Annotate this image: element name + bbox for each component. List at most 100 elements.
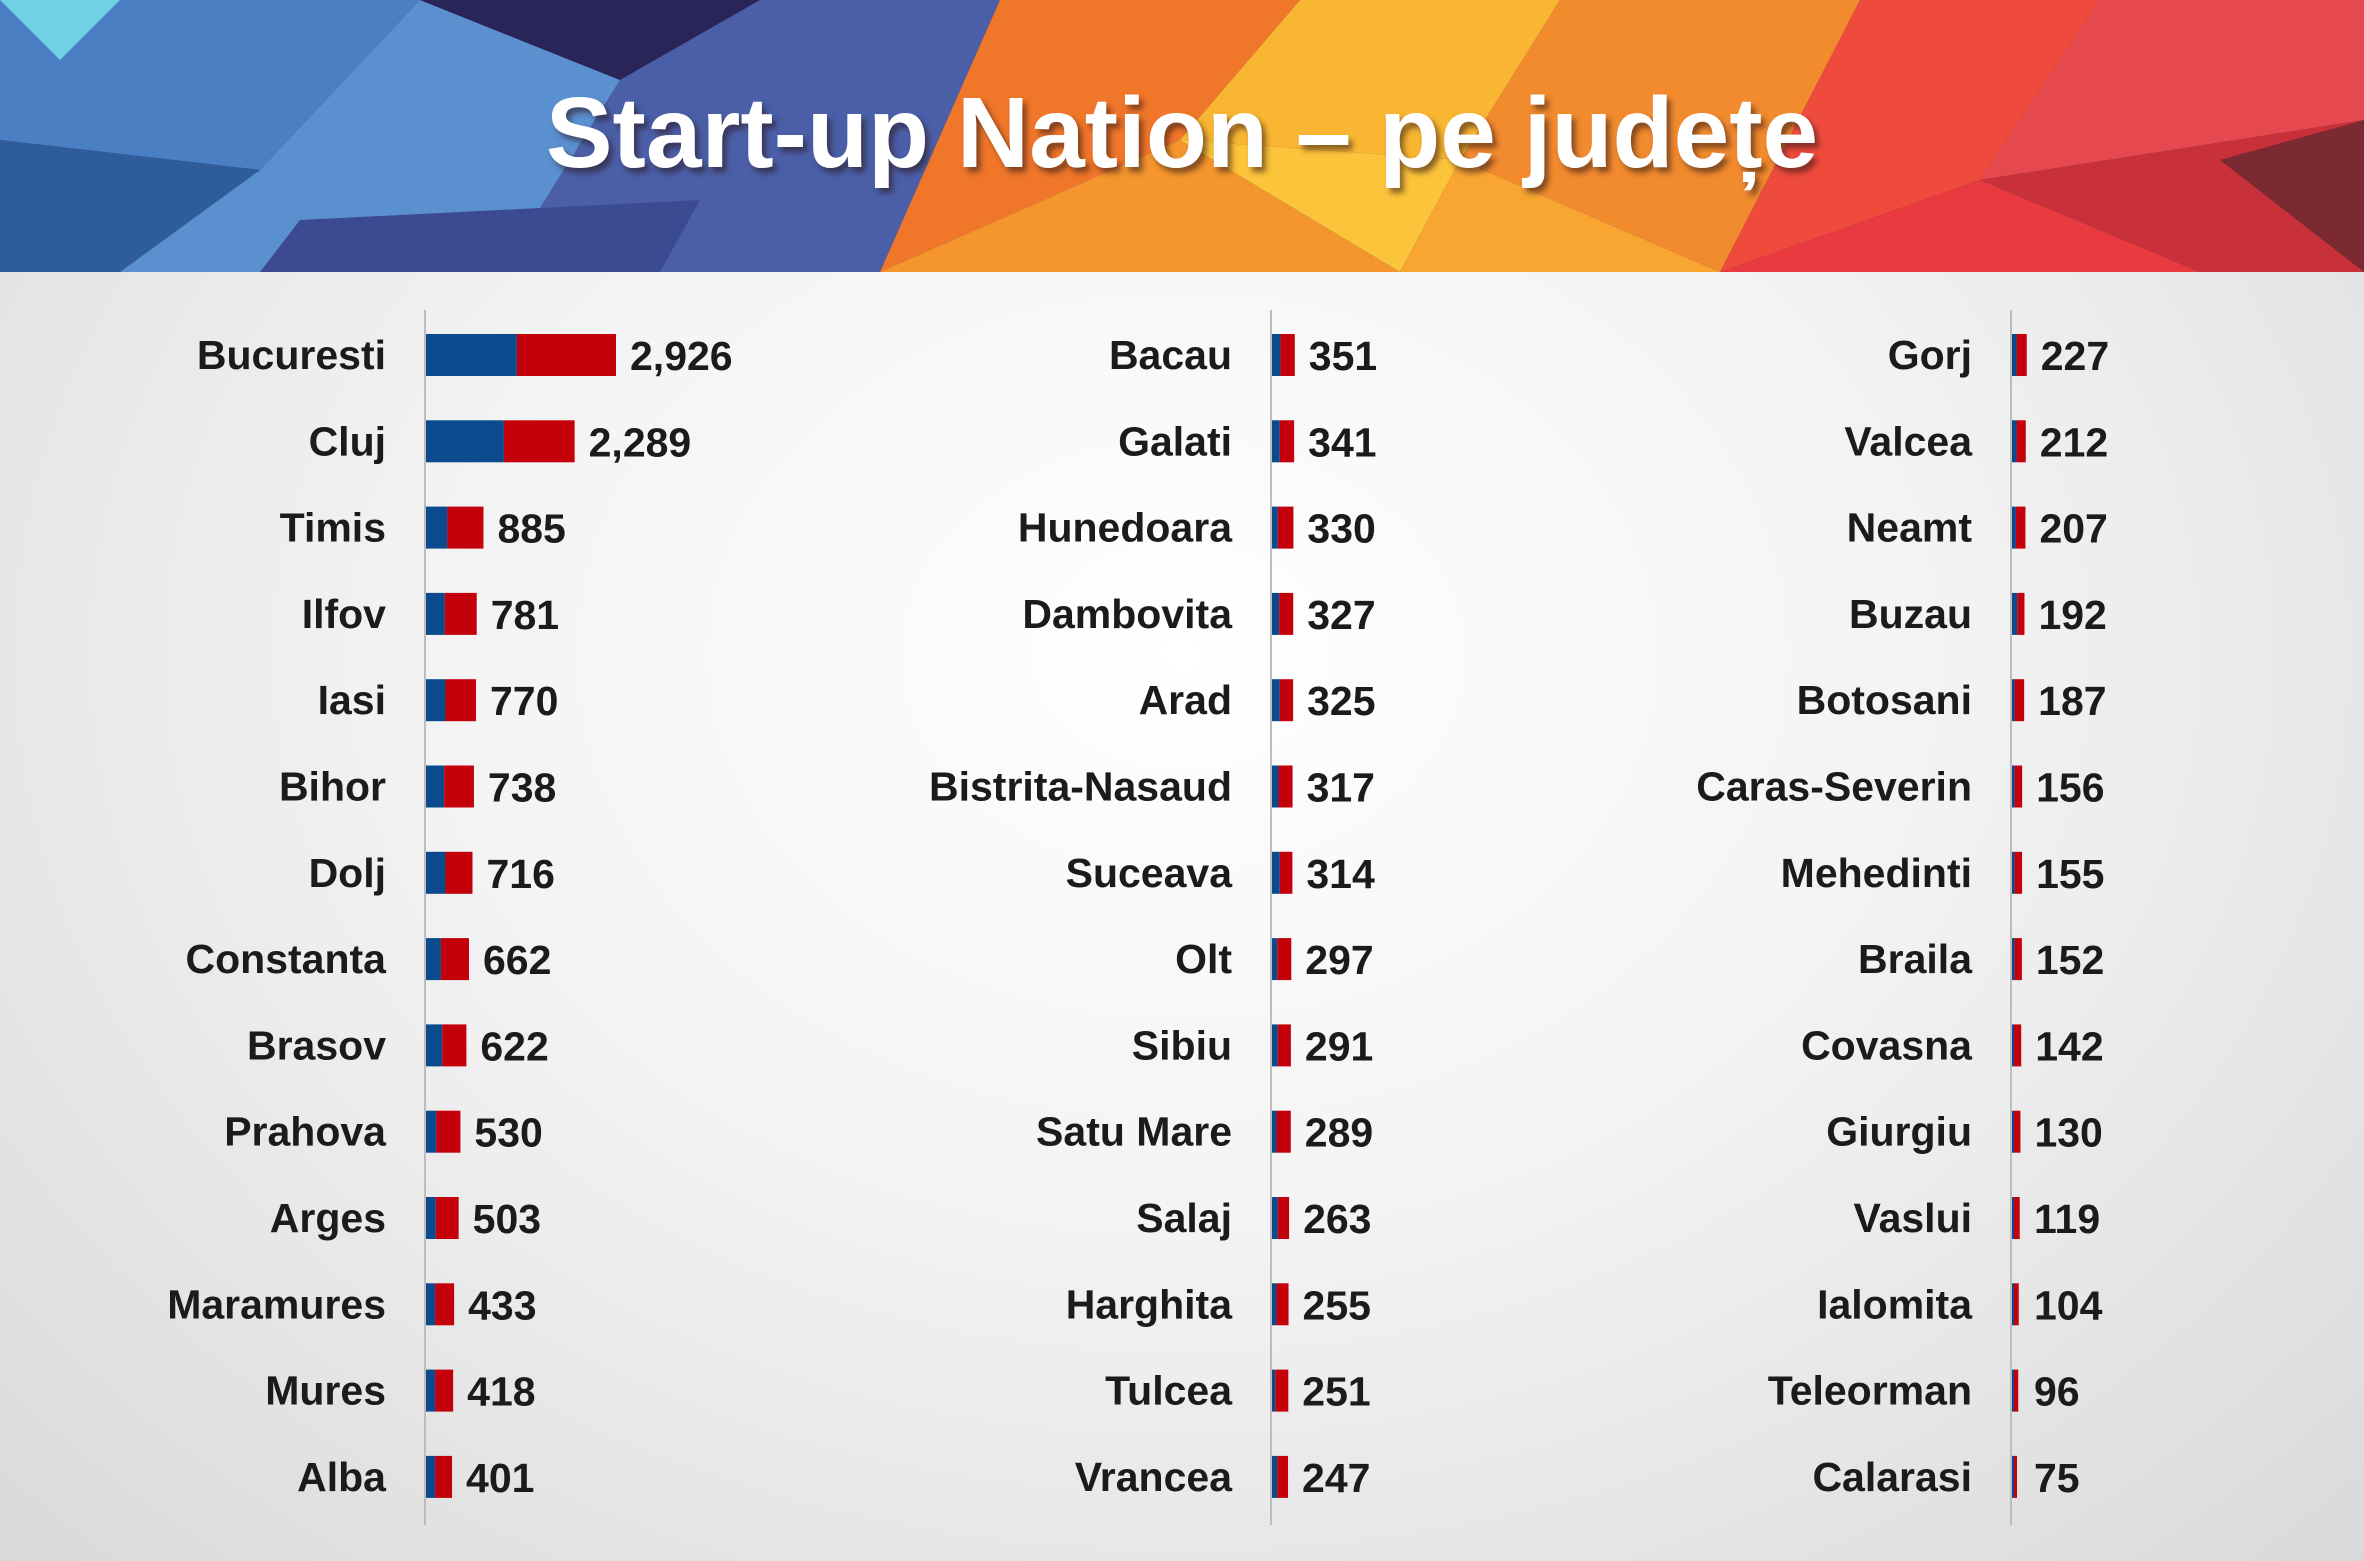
category-label: Brasov — [247, 1022, 386, 1068]
category-label: Giurgiu — [1826, 1109, 1972, 1155]
bar-segment-red — [1279, 851, 1293, 894]
bar-segment-blue — [1272, 1455, 1278, 1498]
category-label: Bacau — [1109, 332, 1232, 378]
category-label: Braila — [1858, 936, 1973, 982]
bar-segment-blue — [1272, 592, 1280, 635]
category-label: Mures — [265, 1368, 386, 1414]
bar-segment-red — [1277, 1024, 1291, 1067]
bar-segment-red — [435, 1283, 455, 1326]
bar-segment-red — [1277, 938, 1292, 981]
bar-segment-blue — [1272, 1024, 1278, 1067]
bar-segment-blue — [2012, 679, 2015, 722]
value-label: 770 — [490, 678, 558, 724]
category-label: Hunedoara — [1018, 505, 1233, 551]
category-label: Iasi — [318, 677, 386, 723]
bar-segment-blue — [2012, 1024, 2014, 1067]
category-label: Maramures — [167, 1281, 386, 1327]
bar-segment-red — [2014, 938, 2022, 981]
bar-segment-blue — [1272, 1197, 1278, 1239]
value-label: 255 — [1303, 1282, 1371, 1328]
bar-segment-red — [435, 1369, 454, 1412]
bar-segment-blue — [1272, 679, 1280, 722]
bar-segment-blue — [426, 420, 504, 463]
bar-segment-red — [2016, 334, 2027, 376]
value-label: 317 — [1307, 765, 1375, 811]
category-label: Vaslui — [1853, 1195, 1972, 1241]
bar-segment-blue — [2012, 1369, 2014, 1412]
value-label: 75 — [2034, 1455, 2080, 1501]
category-label: Ialomita — [1817, 1281, 1973, 1327]
category-label: Arad — [1139, 677, 1232, 723]
bar-segment-red — [2017, 592, 2025, 635]
value-label: 187 — [2038, 678, 2106, 724]
bar-segment-red — [445, 851, 473, 894]
category-label: Alba — [297, 1454, 387, 1500]
bar-segment-blue — [2012, 592, 2018, 635]
value-label: 289 — [1305, 1110, 1373, 1156]
value-label: 622 — [480, 1023, 548, 1069]
value-label: 2,926 — [630, 333, 733, 379]
bar-segment-blue — [2012, 334, 2017, 376]
bar-segment-red — [1279, 420, 1295, 463]
bar-segment-red — [2014, 1197, 2020, 1239]
value-label: 192 — [2038, 592, 2106, 638]
category-label: Neamt — [1847, 505, 1973, 551]
bar-segment-blue — [426, 1369, 436, 1412]
value-label: 142 — [2035, 1023, 2103, 1069]
value-label: 96 — [2034, 1369, 2080, 1415]
category-label: Cluj — [309, 418, 386, 464]
value-label: 152 — [2036, 937, 2104, 983]
category-label: Salaj — [1136, 1195, 1232, 1241]
bar-segment-blue — [426, 851, 446, 894]
category-label: Bucuresti — [197, 332, 386, 378]
category-label: Gorj — [1888, 332, 1972, 378]
bar-segment-blue — [1272, 334, 1281, 376]
bar-segment-red — [440, 938, 469, 981]
category-label: Sibiu — [1132, 1022, 1232, 1068]
category-label: Bistrita-Nasaud — [929, 764, 1232, 810]
bar-segment-blue — [1272, 506, 1278, 549]
value-label: 207 — [2039, 506, 2107, 552]
bar-segment-blue — [426, 334, 517, 376]
value-label: 119 — [2034, 1196, 2100, 1242]
bar-segment-blue — [1272, 1110, 1277, 1153]
category-label: Covasna — [1801, 1022, 1973, 1068]
category-label: Olt — [1175, 936, 1232, 982]
bar-segment-red — [2015, 506, 2026, 549]
value-label: 351 — [1309, 333, 1377, 379]
value-label: 341 — [1308, 419, 1376, 465]
bar-segment-blue — [426, 679, 446, 722]
bar-segment-red — [2014, 851, 2023, 894]
bar-segment-red — [442, 1024, 467, 1067]
bar-segment-red — [435, 1455, 453, 1498]
category-label: Botosani — [1797, 677, 1972, 723]
value-label: 530 — [474, 1110, 542, 1156]
category-label: Teleorman — [1768, 1368, 1972, 1414]
value-label: 418 — [467, 1369, 535, 1415]
value-label: 247 — [1302, 1455, 1370, 1501]
value-label: 327 — [1307, 592, 1375, 638]
value-label: 885 — [497, 506, 565, 552]
category-label: Buzau — [1849, 591, 1972, 637]
bar-segment-red — [516, 334, 616, 376]
bar-segment-blue — [1272, 1369, 1276, 1412]
bar-segment-red — [2014, 1283, 2019, 1326]
category-label: Valcea — [1844, 418, 1973, 464]
value-label: 662 — [483, 937, 551, 983]
category-label: Timis — [280, 505, 386, 551]
bar-segment-red — [1276, 1110, 1291, 1153]
bar-segment-blue — [1272, 851, 1280, 894]
bar-segment-blue — [426, 506, 448, 549]
bar-segment-blue — [2012, 938, 2015, 981]
bar-segment-blue — [2012, 1283, 2014, 1326]
bar-segment-red — [436, 1110, 461, 1153]
bar-segment-blue — [2012, 506, 2016, 549]
bar-segment-blue — [2012, 1455, 2014, 1498]
value-label: 251 — [1302, 1369, 1370, 1415]
category-label: Vrancea — [1075, 1454, 1233, 1500]
bar-segment-red — [1275, 1369, 1289, 1412]
bar-segment-red — [1277, 1197, 1290, 1239]
bar-segment-blue — [1272, 420, 1280, 463]
value-label: 401 — [466, 1455, 534, 1501]
value-label: 227 — [2041, 333, 2109, 379]
